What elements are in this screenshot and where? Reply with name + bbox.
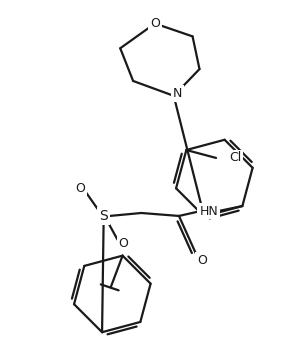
Text: Cl: Cl <box>229 151 241 164</box>
Text: O: O <box>119 237 128 250</box>
Text: O: O <box>197 254 207 267</box>
Text: O: O <box>150 17 160 30</box>
Text: N: N <box>173 87 182 100</box>
Text: HN: HN <box>199 204 218 217</box>
Text: S: S <box>99 209 108 223</box>
Text: O: O <box>75 182 85 195</box>
